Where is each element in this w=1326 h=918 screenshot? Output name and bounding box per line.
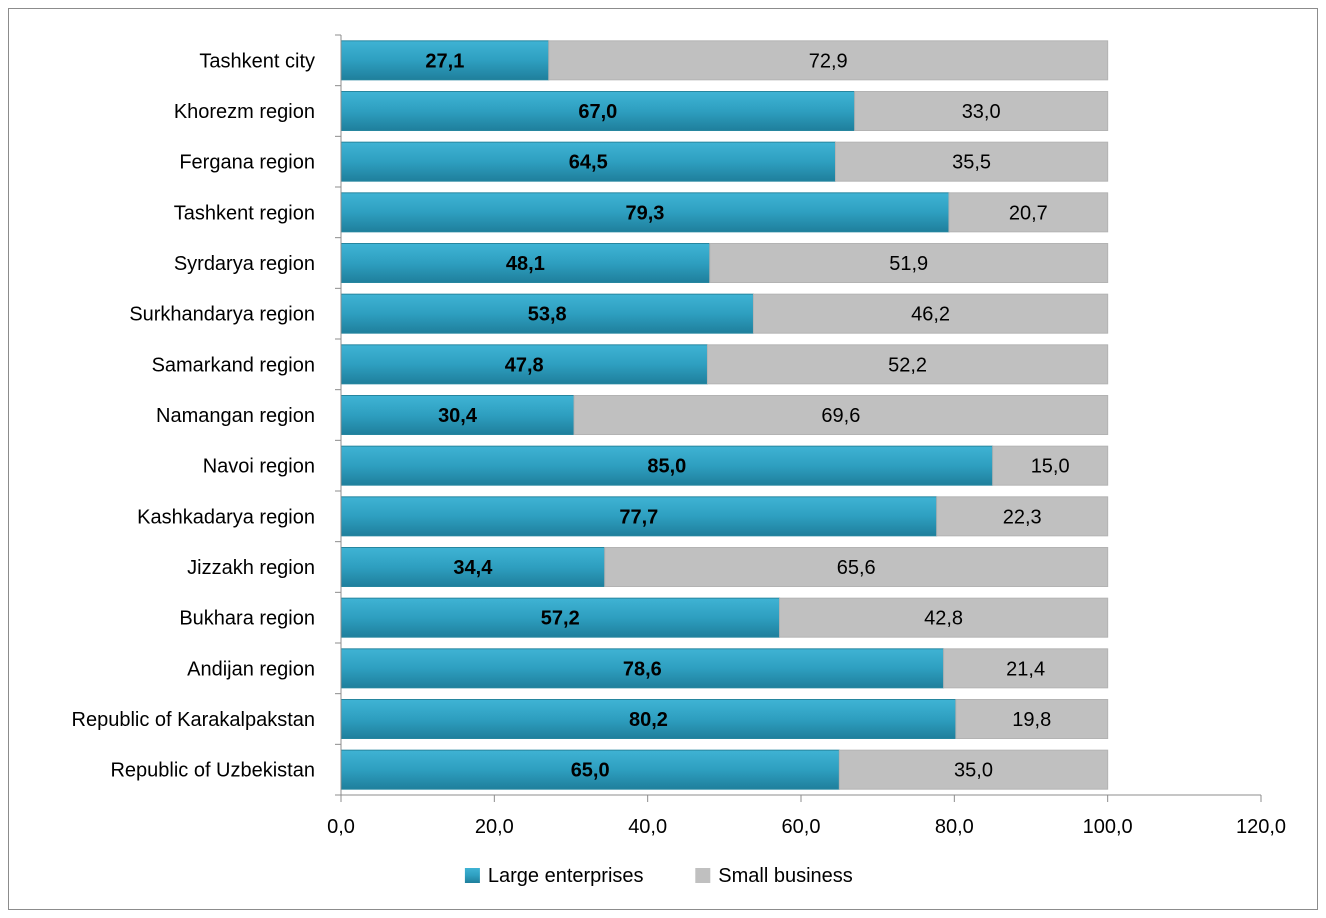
data-label-small-9: 22,3	[1003, 506, 1042, 528]
data-label-small-12: 21,4	[1006, 658, 1045, 680]
data-label-large-2: 64,5	[569, 152, 608, 174]
bar-small-12	[943, 648, 1109, 689]
bar-small-4	[709, 243, 1109, 283]
category-labels: Tashkent city Khorezm region Fergana regio…	[72, 50, 315, 781]
data-label-large-7: 30,4	[438, 405, 478, 427]
data-label-small-10: 65,6	[837, 557, 876, 579]
data-label-small-3: 20,7	[1009, 202, 1048, 224]
data-label-large-3: 79,3	[626, 202, 665, 224]
bar-large-6	[340, 344, 708, 385]
x-axis: 0,0 20,0 40,0 60,0 80,0 100,0 120,0	[327, 34, 1286, 838]
x-tick-label-4: 80,0	[935, 816, 974, 838]
data-label-small-6: 52,2	[888, 354, 927, 376]
category-label-10: Jizzakh region	[187, 557, 315, 579]
category-label-7: Namangan region	[156, 405, 315, 427]
bar-small-6	[706, 344, 1109, 385]
category-label-8: Navoi region	[203, 456, 315, 478]
bar-large-4	[340, 243, 711, 283]
category-label-3: Tashkent region	[174, 202, 315, 224]
data-label-large-1: 67,0	[578, 101, 617, 123]
legend-swatch-1	[695, 868, 711, 883]
category-label-9: Kashkadarya region	[137, 506, 315, 528]
x-tick-label-2: 40,0	[628, 816, 667, 838]
data-label-large-6: 47,8	[505, 354, 544, 376]
legend: Large enterprises Small business	[464, 865, 853, 887]
x-tick-label-1: 20,0	[475, 816, 514, 838]
bars-group: 27,1 72,9 67,0 33,0 64,5 35,5 79,3 20,7 48,1 51,9…	[340, 40, 1109, 790]
bar-small-0	[548, 40, 1109, 81]
data-label-large-10: 34,4	[453, 557, 493, 579]
x-tick-label-6: 120,0	[1236, 816, 1286, 838]
category-label-1: Khorezm region	[174, 101, 315, 123]
data-label-small-11: 42,8	[924, 608, 963, 630]
bar-small-7	[573, 395, 1109, 435]
data-label-large-4: 48,1	[506, 253, 545, 275]
data-label-large-14: 65,0	[571, 760, 610, 782]
data-label-small-0: 72,9	[809, 50, 848, 72]
bar-small-10	[604, 547, 1109, 587]
bar-large-1	[340, 91, 856, 131]
legend-swatch-0	[464, 868, 480, 883]
data-label-large-0: 27,1	[425, 50, 464, 72]
bar-small-11	[779, 597, 1109, 638]
data-label-small-5: 46,2	[911, 304, 950, 326]
bar-small-14	[838, 749, 1109, 790]
data-label-large-11: 57,2	[541, 608, 580, 630]
category-label-12: Andijan region	[187, 658, 315, 680]
x-tick-label-5: 100,0	[1083, 816, 1133, 838]
bar-small-9	[936, 496, 1109, 537]
category-label-4: Syrdarya region	[174, 253, 315, 275]
category-label-13: Republic of Karakalpakstan	[72, 709, 315, 731]
bar-small-5	[752, 293, 1109, 334]
data-label-small-13: 19,8	[1012, 709, 1051, 731]
category-label-11: Bukhara region	[179, 608, 315, 630]
category-label-0: Tashkent city	[199, 50, 315, 72]
bar-small-8	[992, 445, 1109, 486]
bar-large-0	[340, 40, 550, 81]
data-label-large-12: 78,6	[623, 658, 662, 680]
data-label-small-7: 69,6	[821, 405, 860, 427]
data-label-small-14: 35,0	[954, 760, 993, 782]
category-label-2: Fergana region	[179, 152, 315, 174]
bar-small-3	[948, 192, 1109, 233]
data-label-large-13: 80,2	[629, 709, 668, 731]
data-label-large-9: 77,7	[619, 506, 658, 528]
data-label-small-8: 15,0	[1031, 456, 1070, 478]
legend-label-0: Large enterprises	[488, 865, 644, 887]
bar-large-5	[340, 293, 754, 334]
category-label-6: Samarkand region	[152, 354, 315, 376]
bar-large-9	[340, 496, 938, 537]
data-label-small-2: 35,5	[952, 152, 991, 174]
data-label-large-5: 53,8	[528, 304, 567, 326]
legend-label-1: Small business	[718, 865, 853, 887]
data-label-large-8: 85,0	[647, 456, 686, 478]
data-label-small-4: 51,9	[889, 253, 928, 275]
x-tick-label-3: 60,0	[782, 816, 821, 838]
bar-large-2	[340, 141, 836, 182]
bar-small-1	[854, 91, 1109, 131]
category-label-14: Republic of Uzbekistan	[110, 760, 315, 782]
bar-large-10	[340, 547, 606, 587]
data-label-small-1: 33,0	[962, 101, 1001, 123]
bar-small-2	[835, 141, 1109, 182]
bar-small-13	[955, 699, 1109, 739]
bar-large-13	[340, 699, 957, 739]
x-tick-label-0: 0,0	[327, 816, 355, 838]
category-label-5: Surkhandarya region	[129, 304, 315, 326]
